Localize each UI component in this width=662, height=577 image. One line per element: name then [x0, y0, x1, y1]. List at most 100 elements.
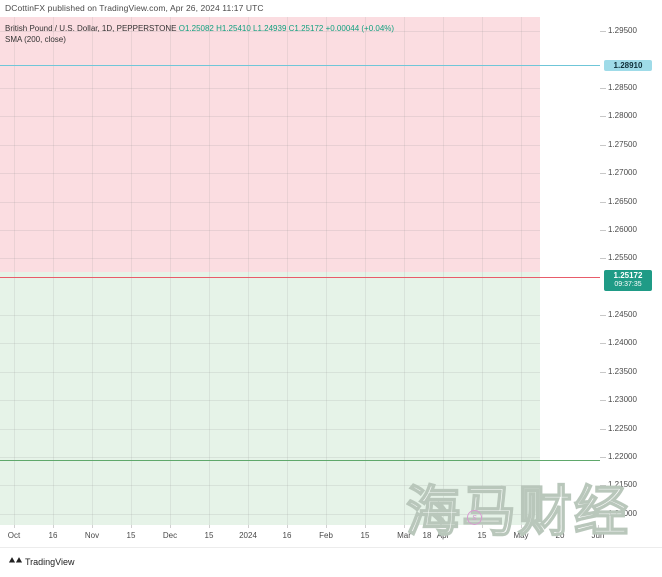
- price-tick-label: 1.26000: [608, 224, 637, 234]
- time-tick-label: Nov: [84, 531, 100, 540]
- time-tick-mark: [92, 525, 93, 528]
- legend-change: +0.00044 (+0.04%): [325, 24, 395, 33]
- time-tick-mark: [427, 525, 428, 528]
- time-tick-mark: [14, 525, 15, 528]
- grid-line-vertical: [53, 17, 54, 525]
- time-tick-label: 16: [48, 531, 58, 540]
- price-tick-label: 1.24500: [608, 310, 637, 319]
- grid-line-vertical: [287, 17, 288, 525]
- legend-low: L1.24939: [253, 24, 287, 33]
- time-tick-label: 15: [477, 531, 487, 540]
- grid-line-horizontal: [0, 513, 600, 515]
- grid-line-vertical: [443, 17, 444, 525]
- price-tick-mark: [600, 173, 606, 175]
- price-tick-mark: [600, 428, 606, 430]
- time-tick-label: 15: [126, 531, 136, 540]
- time-tick-label: Dec: [162, 531, 178, 540]
- grid-line-vertical: [482, 17, 483, 525]
- time-tick-label: 15: [204, 531, 214, 540]
- legend-symbol-line: British Pound / U.S. Dollar, 1D, PEPPERS…: [5, 23, 394, 34]
- time-tick-mark: [287, 525, 288, 528]
- time-tick-mark: [482, 525, 483, 528]
- price-tick-label: 1.21000: [608, 508, 637, 518]
- time-tick-label: Feb: [319, 531, 333, 540]
- grid-line-horizontal: [0, 87, 600, 89]
- grid-line-horizontal: [0, 173, 600, 175]
- grid-line-vertical: [92, 17, 93, 525]
- legend-high: H1.25410: [216, 24, 251, 33]
- time-tick-label: May: [513, 531, 529, 540]
- grid-line-vertical: [170, 17, 171, 525]
- upper-zone-background: [0, 17, 600, 272]
- grid-line-vertical: [131, 17, 132, 525]
- grid-line-horizontal: [0, 201, 600, 203]
- grid-line-horizontal: [0, 343, 600, 345]
- time-tick-mark: [404, 525, 405, 528]
- grid-line-horizontal: [0, 144, 600, 146]
- resistance-price-badge[interactable]: 1.28910: [604, 59, 652, 71]
- grid-line-horizontal: [0, 456, 600, 458]
- resistance-line: [0, 64, 662, 66]
- price-tick-mark: [600, 400, 606, 402]
- price-tick-label: 1.21500: [608, 480, 637, 490]
- support-line: [0, 459, 600, 461]
- time-tick-mark: [53, 525, 54, 528]
- price-tick-mark: [600, 258, 606, 260]
- grid-line-vertical: [404, 17, 405, 525]
- price-axis[interactable]: 1.29500 1.28500 1.28000 1.27500 1.27000 1.265…: [600, 17, 662, 525]
- last-price-badge[interactable]: 1.25172 09:37:35: [604, 269, 652, 291]
- price-tick-mark: [600, 144, 606, 146]
- grid-line-horizontal: [0, 229, 600, 231]
- grid-line-horizontal: [0, 258, 600, 260]
- time-tick-mark: [443, 525, 444, 528]
- grid-line-vertical: [209, 17, 210, 525]
- price-tick-mark: [600, 87, 606, 89]
- grid-line-vertical: [365, 17, 366, 525]
- price-tick-label: 1.22500: [608, 423, 637, 433]
- time-tick-mark: [248, 525, 249, 528]
- tradingview-logo[interactable]: ⯅⯅ TradingView: [8, 556, 75, 567]
- time-tick-mark: [560, 525, 561, 528]
- grid-line-horizontal: [0, 31, 600, 33]
- grid-line-vertical: [326, 17, 327, 525]
- time-tick-mark: [131, 525, 132, 528]
- grid-line-vertical: [248, 17, 249, 525]
- price-tick-label: 1.23000: [608, 395, 637, 405]
- time-tick-label: Apr: [436, 531, 450, 540]
- price-tick-mark: [600, 513, 606, 515]
- chart-legend: British Pound / U.S. Dollar, 1D, PEPPERS…: [5, 23, 394, 45]
- price-tick-mark: [600, 371, 606, 373]
- time-axis[interactable]: Oct 16 Nov 15 Dec 15 2024 16 Feb 15 Mar 18 Apr 15 May 2…: [0, 525, 662, 547]
- time-tick-label: Jun: [591, 531, 605, 540]
- time-tick-mark: [521, 525, 522, 528]
- grid-line-vertical: [521, 17, 522, 525]
- tradingview-brand: TradingView: [25, 556, 75, 567]
- price-tick-label: 1.24000: [608, 338, 637, 348]
- time-tick-label: Oct: [7, 531, 21, 540]
- price-tick-label: 1.22000: [608, 451, 637, 461]
- lower-zone-background: [0, 272, 600, 525]
- price-tick-mark: [600, 456, 606, 458]
- time-tick-mark: [365, 525, 366, 528]
- legend-indicator: SMA (200, close): [5, 35, 66, 44]
- price-tick-label: 1.28500: [608, 82, 637, 92]
- chart-plot-area[interactable]: [0, 17, 600, 525]
- time-tick-label: 16: [282, 531, 292, 540]
- price-tick-mark: [600, 485, 606, 487]
- time-tick-label: 2024: [239, 531, 257, 540]
- grid-line-vertical: [14, 17, 15, 525]
- watermark-badge-icon: s: [467, 510, 482, 525]
- legend-close: C1.25172: [288, 24, 324, 33]
- grid-line-horizontal: [0, 485, 600, 487]
- time-tick-label: 18: [422, 531, 432, 540]
- grid-line-horizontal: [0, 371, 600, 373]
- grid-line-horizontal: [0, 400, 600, 402]
- grid-line-horizontal: [0, 315, 600, 316]
- time-tick-label: 15: [360, 531, 370, 540]
- time-tick-mark: [598, 525, 599, 528]
- price-tick-label: 1.26500: [608, 196, 637, 206]
- price-tick-mark: [600, 31, 606, 33]
- price-tick-label: 1.27500: [608, 139, 637, 149]
- last-price-time: 09:37:35: [614, 280, 642, 288]
